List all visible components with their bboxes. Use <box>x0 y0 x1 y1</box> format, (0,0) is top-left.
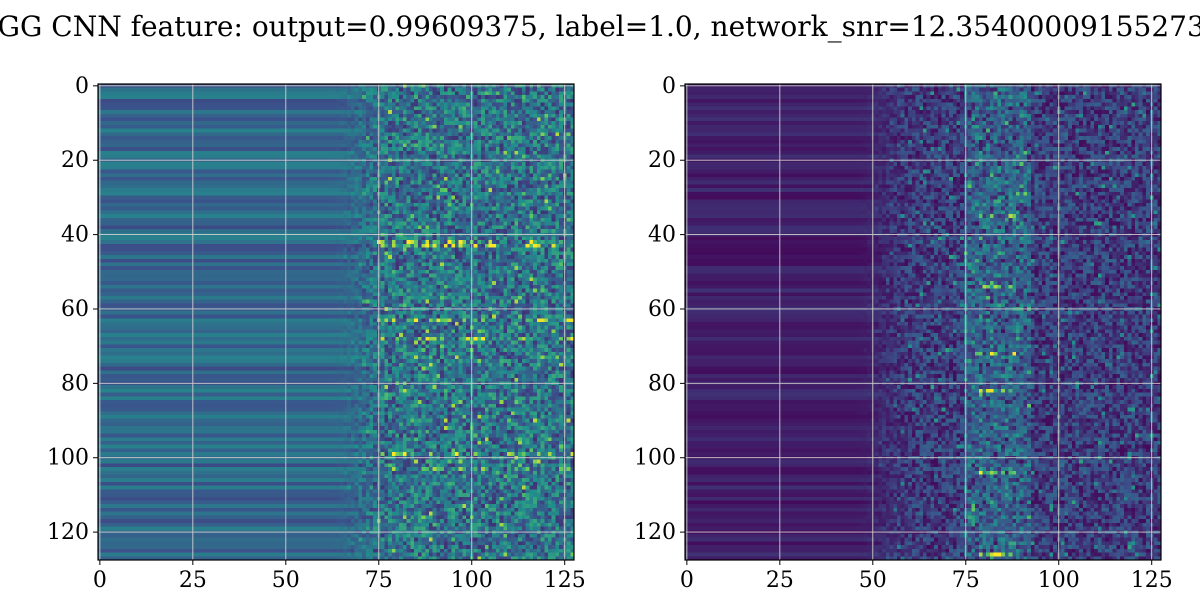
left-axes-frame <box>97 83 575 561</box>
right-ticks: 0 25 50 75 100 125 0 20 40 60 80 100 120 <box>634 74 1173 593</box>
x-tick-label: 100 <box>1038 568 1080 593</box>
left-ticks: 0 25 50 75 100 125 0 20 40 60 80 100 120 <box>47 74 586 593</box>
x-tick-label: 25 <box>179 568 207 593</box>
y-tick-label: 20 <box>648 148 676 173</box>
y-tick-label: 40 <box>648 223 676 248</box>
left-grid <box>98 84 574 560</box>
x-tick-label: 75 <box>365 568 393 593</box>
y-tick-label: 0 <box>662 74 676 99</box>
x-tick-label: 0 <box>680 568 694 593</box>
right-heatmap-image <box>685 84 1161 560</box>
x-tick-label: 50 <box>272 568 300 593</box>
y-tick-label: 60 <box>61 297 89 322</box>
y-tick-label: 120 <box>47 520 89 545</box>
y-tick-label: 20 <box>61 148 89 173</box>
left-heatmap-image <box>98 84 574 560</box>
x-tick-label: 0 <box>93 568 107 593</box>
x-tick-label: 25 <box>766 568 794 593</box>
y-tick-label: 40 <box>61 223 89 248</box>
y-tick-label: 120 <box>634 520 676 545</box>
x-tick-label: 125 <box>544 568 586 593</box>
y-tick-label: 60 <box>648 297 676 322</box>
right-axes-frame <box>684 83 1162 561</box>
x-tick-label: 75 <box>952 568 980 593</box>
x-tick-label: 50 <box>859 568 887 593</box>
y-tick-label: 80 <box>61 371 89 396</box>
x-tick-label: 125 <box>1131 568 1173 593</box>
y-tick-label: 80 <box>648 371 676 396</box>
right-grid <box>685 84 1161 560</box>
y-tick-label: 100 <box>634 446 676 471</box>
y-tick-label: 0 <box>75 74 89 99</box>
figure-title: VGG CNN feature: output=0.99609375, labe… <box>0 10 1200 43</box>
right-heatmap-panel: 0 25 50 75 100 125 0 20 40 60 80 100 120 <box>634 74 1173 593</box>
y-tick-label: 100 <box>47 446 89 471</box>
left-heatmap-panel: 0 25 50 75 100 125 0 20 40 60 80 100 120 <box>47 74 586 593</box>
x-tick-label: 100 <box>451 568 493 593</box>
